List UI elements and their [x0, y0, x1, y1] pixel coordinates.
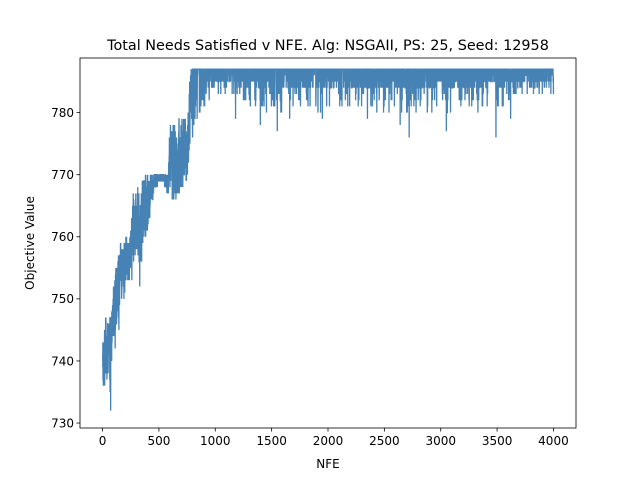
plot-area	[80, 58, 576, 428]
series-line	[102, 68, 555, 411]
x-tick-label: 1500	[256, 434, 287, 448]
x-axis: 0 500 1000 1500 2000 2500 3000 3500 4000	[99, 428, 569, 448]
y-axis: 730 740 750 760 770 780	[51, 106, 80, 430]
x-tick-label: 2500	[369, 434, 400, 448]
x-axis-label: NFE	[316, 457, 339, 471]
x-tick-label: 4000	[538, 434, 569, 448]
y-tick-label: 730	[51, 416, 74, 430]
y-tick-label: 780	[51, 106, 74, 120]
x-tick-label: 3500	[482, 434, 513, 448]
chart-title: Total Needs Satisfied v NFE. Alg: NSGAII…	[106, 38, 549, 54]
x-tick-label: 1000	[200, 434, 231, 448]
x-tick-label: 500	[147, 434, 170, 448]
y-tick-label: 760	[51, 230, 74, 244]
y-tick-label: 770	[51, 168, 74, 182]
y-axis-label: Objective Value	[23, 196, 37, 290]
y-tick-label: 740	[51, 354, 74, 368]
x-tick-label: 0	[99, 434, 107, 448]
y-tick-label: 750	[51, 292, 74, 306]
plot-frame	[79, 57, 577, 429]
x-tick-label: 2000	[313, 434, 344, 448]
x-tick-label: 3000	[425, 434, 456, 448]
